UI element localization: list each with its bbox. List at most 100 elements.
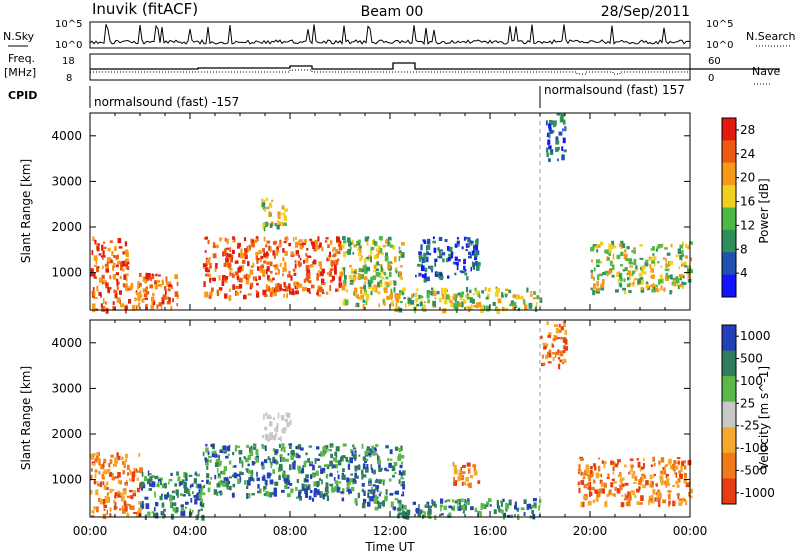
- echo-cell: [208, 481, 211, 485]
- echo-cell: [657, 244, 659, 248]
- echo-cell: [256, 291, 260, 298]
- echo-cell: [206, 458, 209, 463]
- echo-cell: [370, 290, 373, 296]
- echo-cell: [316, 292, 319, 296]
- echo-cell: [155, 502, 159, 507]
- freq-left-bottom-tick: 8: [66, 73, 72, 84]
- echo-cell: [608, 243, 611, 250]
- echo-cell: [420, 510, 425, 513]
- echo-cell: [453, 469, 458, 475]
- echo-cell: [394, 267, 398, 273]
- echo-cell: [154, 280, 157, 286]
- echo-cell: [624, 249, 627, 253]
- echo-cell: [636, 458, 639, 461]
- echo-cell: [133, 511, 137, 514]
- echo-cell: [125, 483, 128, 486]
- echo-cell: [126, 282, 128, 287]
- echo-cell: [596, 264, 600, 267]
- echo-cell: [207, 450, 210, 456]
- echo-cell: [315, 470, 319, 476]
- echo-cell: [307, 484, 311, 491]
- echo-cell: [587, 487, 592, 490]
- echo-cell: [597, 274, 600, 281]
- y-tick-label: 3000: [51, 381, 82, 395]
- echo-cell: [429, 265, 434, 270]
- echo-cell: [659, 477, 664, 484]
- echo-cell: [113, 505, 117, 510]
- echo-cell: [356, 240, 360, 246]
- echo-cell: [253, 240, 257, 243]
- echo-cell: [341, 475, 344, 480]
- echo-cell: [224, 293, 228, 299]
- echo-cell: [689, 241, 693, 245]
- echo-cell: [116, 280, 119, 287]
- echo-cell: [498, 505, 501, 512]
- echo-cell: [675, 480, 679, 485]
- echo-cell: [377, 454, 379, 461]
- echo-cell: [602, 272, 606, 275]
- echo-cell: [283, 427, 287, 431]
- echo-cell: [431, 267, 433, 273]
- echo-cell: [454, 243, 457, 248]
- echo-cell: [154, 283, 158, 290]
- echo-cell: [459, 502, 461, 508]
- echo-cell: [151, 273, 155, 280]
- echo-cell: [685, 482, 690, 488]
- echo-cell: [318, 478, 322, 481]
- echo-cell: [142, 276, 146, 282]
- echo-cell: [205, 462, 209, 466]
- echo-cell: [458, 259, 461, 262]
- echo-cell: [373, 284, 377, 288]
- echo-cell: [220, 492, 223, 495]
- echo-cell: [631, 282, 635, 285]
- echo-cell: [295, 496, 300, 499]
- echo-cell: [286, 474, 290, 481]
- echo-cell: [656, 492, 661, 498]
- echo-cell: [223, 262, 227, 267]
- echo-cell: [93, 264, 97, 267]
- echo-cell: [659, 475, 664, 480]
- echo-cell: [357, 492, 360, 499]
- echo-cell: [453, 480, 458, 486]
- echo-cell: [171, 495, 175, 500]
- echo-cell: [334, 248, 339, 254]
- echo-cell: [289, 288, 293, 295]
- echo-cell: [674, 471, 677, 475]
- echo-cell: [111, 265, 115, 271]
- echo-cell: [205, 273, 209, 277]
- echo-cell: [252, 262, 255, 267]
- echo-cell: [475, 245, 479, 251]
- echo-cell: [648, 258, 652, 261]
- echo-cell: [320, 493, 323, 497]
- echo-cell: [219, 449, 224, 453]
- echo-cell: [242, 265, 244, 271]
- echo-cell: [262, 445, 264, 449]
- echo-cell: [177, 493, 179, 498]
- echo-cell: [263, 414, 265, 420]
- echo-cell: [126, 503, 130, 506]
- echo-cell: [144, 476, 148, 482]
- echo-cell: [123, 500, 127, 507]
- echo-cell: [496, 502, 499, 509]
- echo-cell: [272, 459, 276, 463]
- echo-cell: [622, 269, 626, 272]
- echo-cell: [594, 466, 597, 471]
- echo-cell: [140, 481, 145, 487]
- echo-cell: [415, 508, 419, 514]
- colorbar-swatch: [722, 452, 736, 479]
- echo-cell: [497, 298, 502, 304]
- echo-cell: [345, 289, 349, 293]
- echo-cell: [156, 304, 159, 309]
- echo-cell: [155, 273, 158, 277]
- echo-cell: [616, 254, 621, 260]
- echo-cell: [290, 455, 294, 460]
- echo-cell: [330, 259, 332, 266]
- echo-cell: [334, 485, 337, 492]
- echo-cell: [328, 271, 332, 277]
- echo-cell: [606, 493, 609, 497]
- echo-cell: [151, 475, 155, 478]
- echo-cell: [389, 449, 393, 455]
- echo-cell: [662, 499, 667, 504]
- echo-cell: [589, 466, 593, 469]
